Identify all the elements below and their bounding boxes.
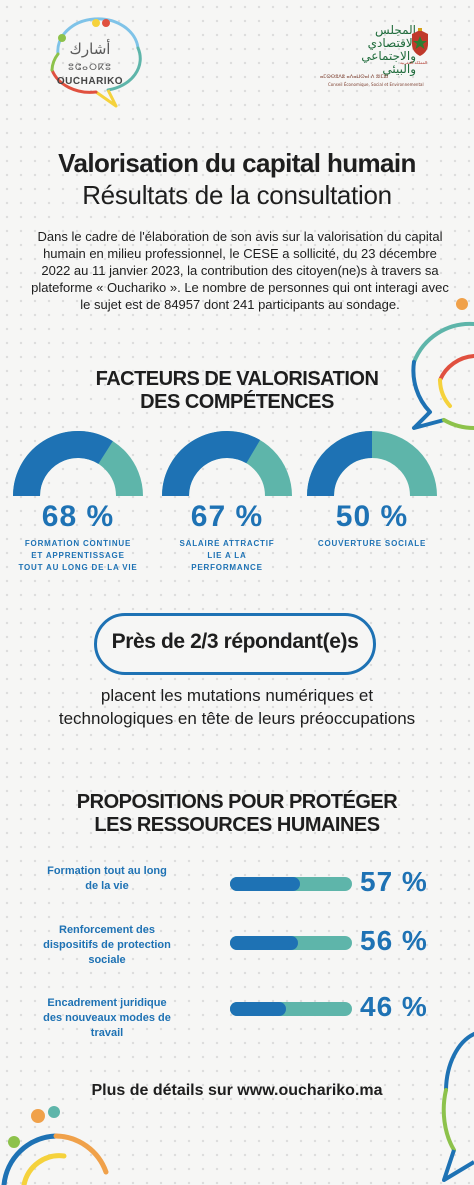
kingdom-arabic-text: المملكة المغربية: [400, 60, 428, 65]
speech-bubble-decoration-top-left: [50, 17, 142, 108]
proposal-percent: 46 %: [360, 991, 428, 1022]
factor-label: COUVERTURE SOCIALE: [317, 539, 427, 548]
intro-paragraph: Dans le cadre de l'élaboration de son av…: [31, 229, 449, 312]
factor-label: SALAIRE ATTRACTIF LIE A LA PERFORMANCE: [179, 539, 275, 572]
page-title: Valorisation du capital humain: [58, 148, 416, 178]
donut-fill: [13, 431, 113, 496]
page-subtitle: Résultats de la consultation: [82, 180, 392, 210]
proposal-progress-fill: [230, 936, 299, 950]
donut-chart: [162, 431, 292, 496]
proposal-progress-track: [230, 936, 352, 950]
proposal-label: Formation tout au long de la vie: [47, 865, 167, 892]
highlight-pill: [94, 613, 376, 675]
logo-tifinagh-text: ⵓⵛⴰⵔⴽⵓ: [68, 63, 112, 73]
speech-bubble-decoration-bottom-right: [441, 1032, 474, 1182]
logo-arabic-text: أشارك: [69, 40, 111, 58]
proposal-progress-track: [230, 1002, 352, 1016]
proposal-percent: 56 %: [360, 925, 428, 956]
factor-card: 67 % SALAIRE ATTRACTIF LIE A LA PERFORMA…: [157, 430, 297, 574]
proposal-label: Renforcement des dispositifs de protecti…: [43, 924, 171, 966]
ouchariko-logo: أشارك ⵓⵛⴰⵔⴽⵓ OUCHARIKO: [40, 22, 140, 102]
highlight-pill-text: Près de 2/3 répondant(e)s: [111, 630, 359, 653]
speech-bubble-decoration-right: [411, 298, 474, 431]
highlight-description: placent les mutations numériques et tech…: [58, 686, 416, 728]
logo-latin-text: OUCHARIKO: [56, 76, 124, 87]
proposal-progress-track: [230, 877, 352, 891]
donut-chart: [307, 431, 437, 496]
cese-french-name: Conseil Économique, Social et Environnem…: [328, 82, 424, 87]
donut-chart: [13, 431, 143, 496]
proposal-progress-fill: [230, 877, 300, 891]
factor-card: 50 % COUVERTURE SOCIALE: [302, 430, 442, 550]
section-title-proposals: PROPOSITIONS POUR PROTÉGER LES RESSOURCE…: [76, 791, 398, 836]
cese-arabic-name: المجلس الاقتصادي والاجتماعي والبيئي: [361, 23, 416, 76]
donut-fill: [162, 431, 261, 496]
cese-tifinagh-name: ⴰⵎⵙⵙⵓⴷⵓ ⴰⴷⴰⵡⵙⴰⵏ ⴷ ⵓⵏⵎⵓⵏ: [320, 74, 389, 80]
proposal-percent: 57 %: [360, 866, 428, 897]
factor-label: FORMATION CONTINUE ET APPRENTISSAGE TOUT…: [18, 539, 138, 572]
proposal-progress-fill: [230, 1002, 287, 1016]
factor-percent: 67 %: [190, 500, 264, 533]
proposal-label: Encadrement juridique des nouveaux modes…: [43, 997, 171, 1039]
donut-fill: [307, 431, 373, 496]
factor-percent: 68 %: [41, 500, 115, 533]
cese-logo: المجلس الاقتصادي والاجتماعي والبيئي المم…: [312, 22, 452, 92]
coat-of-arms-icon: [412, 28, 428, 56]
factor-card: 68 % FORMATION CONTINUE ET APPRENTISSAGE…: [8, 430, 148, 574]
section-title-factors: FACTEURS DE VALORISATION DES COMPÉTENCES: [95, 368, 379, 413]
factor-percent: 50 %: [335, 500, 409, 533]
speech-bubble-decoration-bottom-left: [1, 1106, 109, 1185]
footer-link-text: Plus de détails sur www.ouchariko.ma: [91, 1082, 383, 1099]
